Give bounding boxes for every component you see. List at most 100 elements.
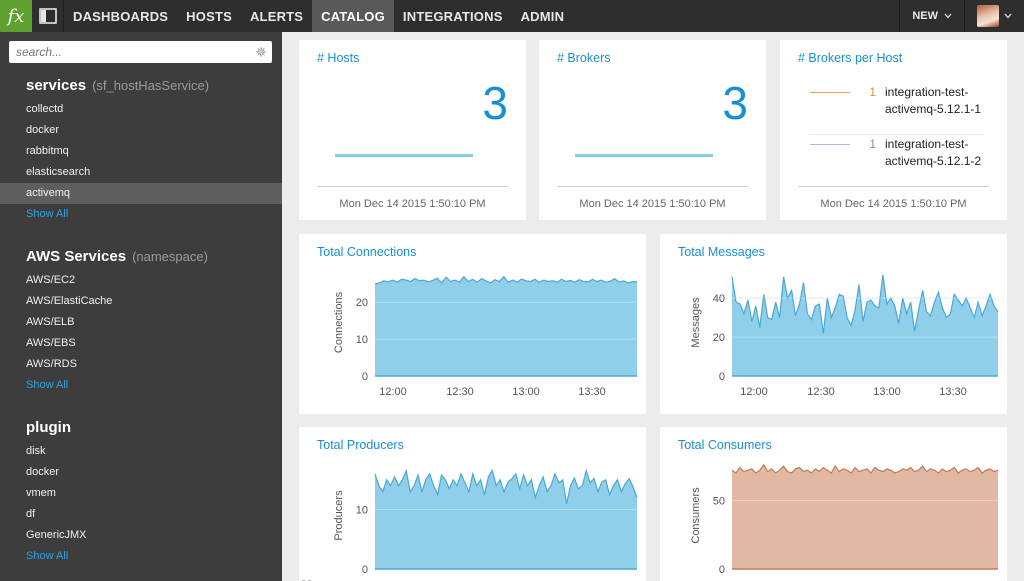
total-messages-chart: 0 20 40 Messages 12:00 12:30 13:00 13:30 <box>690 274 999 398</box>
y-tick-label: 20 <box>713 332 725 344</box>
sidebar-item-elasticsearch[interactable]: elasticsearch <box>26 166 91 178</box>
series-line <box>374 275 638 285</box>
nav-catalog[interactable]: CATALOG <box>312 0 394 32</box>
show-all-link[interactable]: Show All <box>26 379 69 391</box>
section-subtitle: (sf_hostHasService) <box>92 78 210 93</box>
new-menu-label: NEW <box>912 10 938 22</box>
host-name: integration-test-activemq-5.12.1-1 <box>885 85 982 116</box>
top-nav-bar: fx DASHBOARDS HOSTS ALERTS CATALOG INTEG… <box>0 0 1024 32</box>
x-tick-label: 12:30 <box>299 579 313 581</box>
catalog-sidebar: ✵ services (sf_hostHasService) collectd d… <box>0 32 282 581</box>
x-tick-label: 13:30 <box>939 386 967 398</box>
sidebar-toggle-icon <box>38 8 57 24</box>
section-title: services <box>26 77 87 94</box>
broker-count: 1 <box>869 85 876 99</box>
chart-card-total-connections: Total Connections 0 10 20 Connections 12:00 1… <box>299 234 646 414</box>
sidebar-section-plugin: plugin disk docker vmem df GenericJMX Sh… <box>0 418 282 567</box>
x-tick-label: 13:00 <box>873 386 901 398</box>
x-tick-label: 13:00 <box>512 386 540 398</box>
y-tick-label: 0 <box>719 564 725 576</box>
series-area <box>375 276 637 376</box>
host-name: integration-test-activemq-5.12.1-2 <box>885 137 982 168</box>
x-tick-label: 13:30 <box>299 579 313 581</box>
y-tick-label: 0 <box>362 371 368 383</box>
section-title: plugin <box>26 419 71 436</box>
chart-title[interactable]: Total Connections <box>317 245 417 259</box>
hosts-count: 3 <box>482 77 508 129</box>
sidebar-item-docker[interactable]: docker <box>26 466 60 478</box>
legend-swatch <box>810 144 850 145</box>
user-menu-button[interactable] <box>964 0 1024 32</box>
app-logo[interactable]: fx <box>0 0 32 32</box>
sidebar-item-vmem[interactable]: vmem <box>26 487 56 499</box>
x-tick-label: 13:00 <box>299 579 313 581</box>
sidebar-item-docker[interactable]: docker <box>26 124 60 136</box>
card-title[interactable]: # Brokers <box>557 51 611 65</box>
section-title: AWS Services <box>26 248 127 265</box>
x-tick-label: 12:30 <box>446 386 474 398</box>
nav-integrations[interactable]: INTEGRATIONS <box>402 8 503 24</box>
section-subtitle: (namespace) <box>132 249 208 264</box>
sidebar-item-df[interactable]: df <box>26 508 36 520</box>
y-axis-label: Messages <box>690 297 702 348</box>
sidebar-item-aws-elasticache[interactable]: AWS/ElastiCache <box>26 295 113 307</box>
nav-dashboards[interactable]: DASHBOARDS <box>73 8 169 24</box>
chevron-down-icon <box>944 13 952 19</box>
nav-hosts[interactable]: HOSTS <box>186 8 232 24</box>
y-tick-label: 50 <box>713 495 725 507</box>
nav-alerts[interactable]: ALERTS <box>249 8 304 24</box>
logo-text: fx <box>7 5 25 27</box>
chart-title[interactable]: Total Messages <box>678 245 765 259</box>
avatar <box>977 5 999 27</box>
sidebar-item-aws-ec2[interactable]: AWS/EC2 <box>26 274 76 286</box>
card-timestamp: Mon Dec 14 2015 1:50:10 PM <box>579 198 726 210</box>
y-tick-label: 40 <box>713 293 725 305</box>
search-box: ✵ <box>9 41 272 63</box>
sidebar-item-aws-rds[interactable]: AWS/RDS <box>26 358 77 370</box>
x-tick-label: 12:00 <box>740 386 768 398</box>
card-title[interactable]: # Brokers per Host <box>798 51 903 65</box>
nav-admin[interactable]: ADMIN <box>520 8 565 24</box>
sidebar-item-disk[interactable]: disk <box>26 445 46 457</box>
y-tick-label: 10 <box>356 505 368 517</box>
gear-icon[interactable]: ✵ <box>255 44 267 60</box>
chart-card-total-messages: Total Messages 0 20 40 Messages 12:00 12:30 13… <box>660 234 1007 414</box>
new-menu-button[interactable]: NEW <box>899 0 964 32</box>
series-area <box>375 470 637 569</box>
broker-count: 1 <box>869 137 876 151</box>
y-tick-label: 0 <box>719 371 725 383</box>
series-line <box>731 463 999 474</box>
sidebar-item-genericjmx[interactable]: GenericJMX <box>26 529 87 541</box>
x-tick-label: 13:30 <box>578 386 606 398</box>
chart-card-total-consumers: Total Consumers 0 50 Consumers <box>660 427 1007 581</box>
card-timestamp: Mon Dec 14 2015 1:50:10 PM <box>339 198 486 210</box>
card-title[interactable]: # Hosts <box>317 51 360 65</box>
series-line <box>731 274 999 334</box>
sidebar-item-aws-ebs[interactable]: AWS/EBS <box>26 337 76 349</box>
chart-title[interactable]: Total Producers <box>317 438 404 452</box>
sidebar-item-aws-elb[interactable]: AWS/ELB <box>26 316 75 328</box>
y-axis-label: Consumers <box>690 487 702 544</box>
chart-title[interactable]: Total Consumers <box>678 438 772 452</box>
sidebar-item-activemq[interactable]: activemq <box>0 183 282 204</box>
series-area <box>732 274 998 376</box>
sparkline <box>335 154 473 157</box>
sidebar-toggle-button[interactable] <box>32 0 64 32</box>
sidebar-section-aws-services: AWS Services (namespace) AWS/EC2 AWS/Elas… <box>0 247 282 396</box>
show-all-link[interactable]: Show All <box>26 550 69 562</box>
x-tick-label: 12:30 <box>807 386 835 398</box>
search-input[interactable] <box>9 41 239 63</box>
y-tick-label: 10 <box>356 334 368 346</box>
brokers-count: 3 <box>722 77 748 129</box>
chevron-down-icon <box>1004 13 1012 19</box>
list-item: 1 integration-test-activemq-5.12.1-2 <box>810 136 990 170</box>
sidebar-item-collectd[interactable]: collectd <box>26 103 64 115</box>
series-line <box>374 468 638 504</box>
show-all-link[interactable]: Show All <box>26 208 69 220</box>
y-axis-label: Connections <box>333 291 345 353</box>
series-area <box>732 464 998 569</box>
sidebar-item-rabbitmq[interactable]: rabbitmq <box>26 145 69 157</box>
card-timestamp: Mon Dec 14 2015 1:50:10 PM <box>820 198 967 210</box>
list-item: 1 integration-test-activemq-5.12.1-1 <box>810 84 990 118</box>
x-tick-label: 12:00 <box>379 386 407 398</box>
